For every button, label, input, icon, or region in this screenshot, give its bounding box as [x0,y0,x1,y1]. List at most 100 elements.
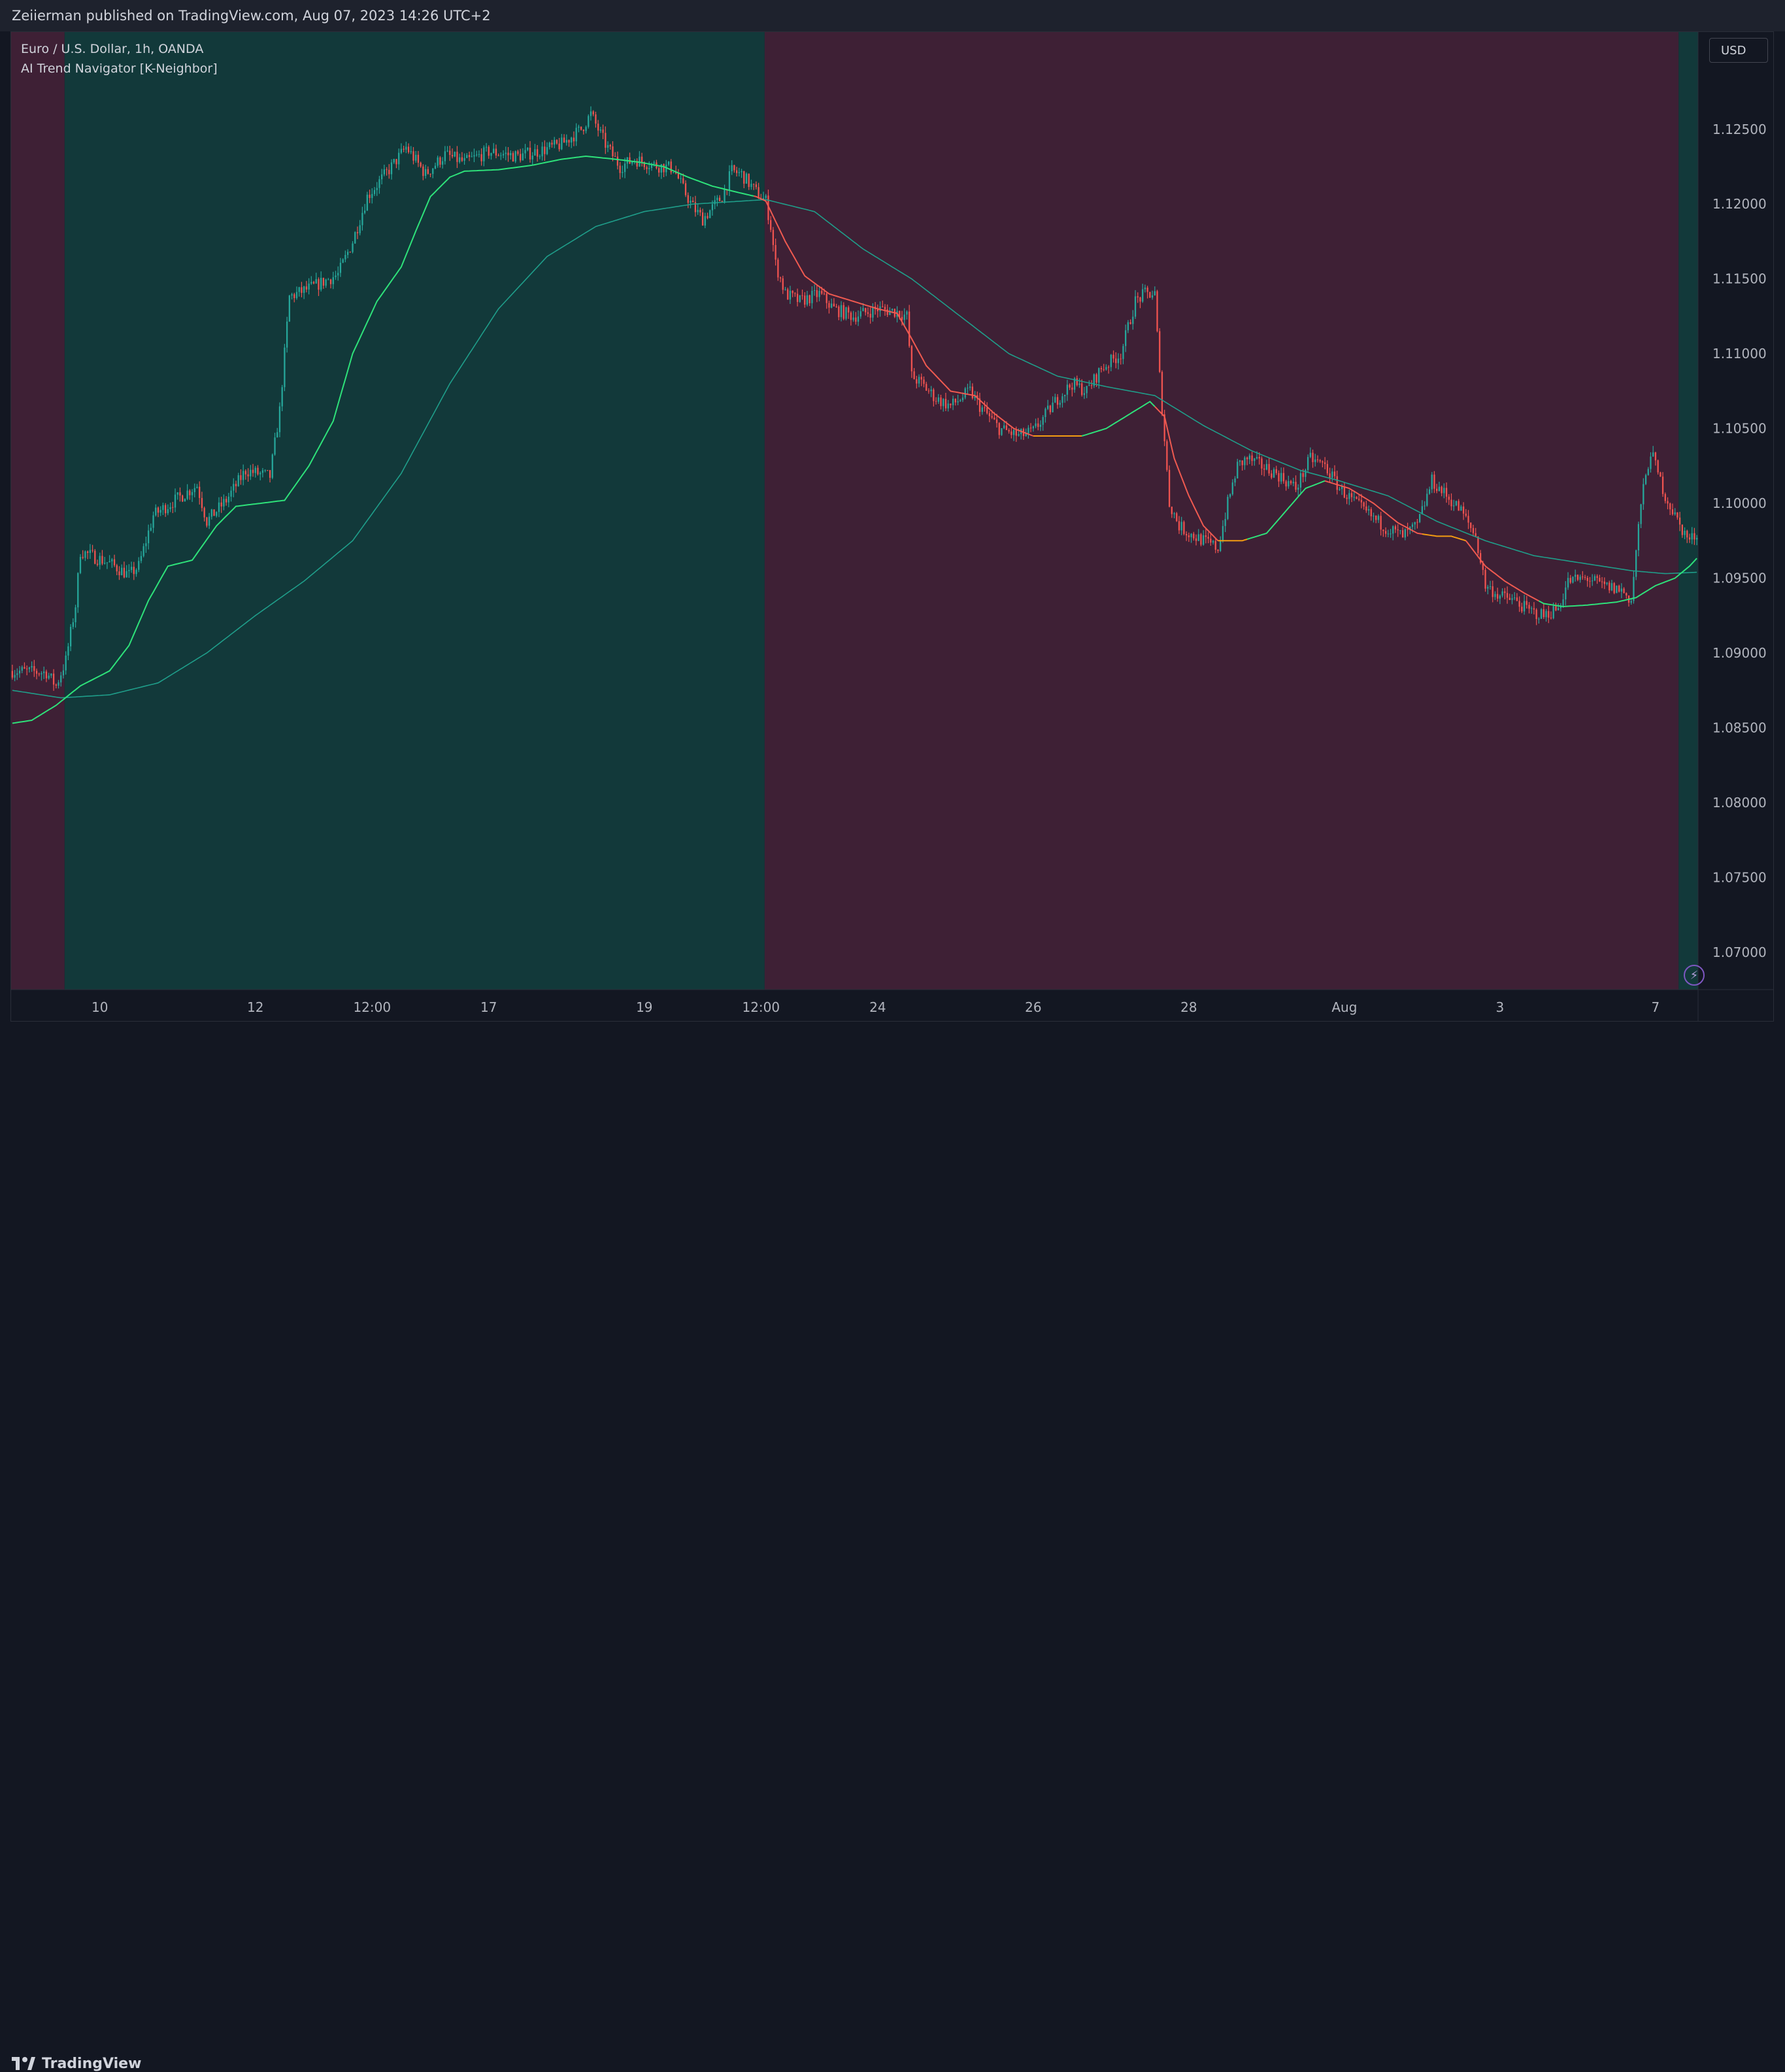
candle-body [978,398,981,412]
candle-body [842,305,844,319]
candle-body [607,145,609,148]
candle-body [1343,486,1346,498]
price-tick-label: 1.07500 [1712,869,1767,885]
tradingview-logo-icon [12,2057,35,2070]
candle-body [223,499,225,507]
candle-body [799,295,801,302]
candle-body [230,490,232,497]
candle-body [125,571,127,578]
candle-body [434,165,437,169]
candle-body [318,279,320,290]
candle-body [441,161,444,165]
candle-body [422,166,424,176]
price-tick-label: 1.08000 [1712,795,1767,810]
candle-body [412,151,414,161]
candle-body [376,188,378,190]
lightning-bolt-icon[interactable]: ⚡ [1684,965,1705,986]
candle-body [308,283,310,290]
candle-body [267,470,269,471]
candle-body [935,401,937,402]
publish-info: Zeiierman published on TradingView.com, … [12,8,491,24]
candle-body [21,667,23,671]
candle-body [636,161,638,167]
candle-body [889,310,891,315]
candle-body [1049,405,1052,412]
candle-body [420,162,422,167]
candle-body [612,146,614,157]
candle-body [903,314,905,320]
candle-body [186,490,188,499]
candle-body [869,314,871,318]
knn-line-bullish [1538,558,1697,608]
time-tick-label: 26 [1025,999,1041,1015]
candle-body [529,147,531,159]
candle-body [1460,506,1462,511]
candle-body [901,316,903,320]
candle-body [1504,591,1506,593]
candle-body [961,397,964,401]
candle-body [1312,452,1314,463]
candle-body [451,155,454,157]
candle-body [711,204,714,210]
candle-body [731,165,733,171]
candle-body [235,484,237,486]
candle-body [369,194,371,198]
candle-body [565,140,567,143]
candle-body [1078,383,1080,386]
candle-body [782,278,784,290]
candle-body [1054,397,1056,403]
currency-button[interactable]: USD [1709,38,1768,63]
candle-body [976,395,978,399]
candle-body [1584,576,1586,578]
price-tick-label: 1.07000 [1712,944,1767,960]
candle-body [247,474,249,476]
candle-body [203,508,205,518]
candle-body [991,416,993,418]
candle-body [339,262,342,273]
candle-body [295,292,298,299]
candle-body [1210,539,1212,543]
indicator-legend[interactable]: AI Trend Navigator [K-Neighbor] [21,61,218,76]
candle-body [534,149,536,156]
candle-body [684,183,687,195]
candle-body [386,169,388,171]
candle-body [1125,330,1127,346]
candle-body [1445,488,1448,497]
candle-body [1370,509,1372,516]
candle-body [45,671,48,678]
candle-body [1397,529,1399,531]
tradingview-logo[interactable]: TradingView [12,2055,141,2072]
candle-body [1159,331,1161,372]
candle-body [1633,576,1635,601]
candle-body [390,162,393,175]
candle-body [578,126,580,128]
candle-body [363,210,366,213]
symbol-legend[interactable]: Euro / U.S. Dollar, 1h, OANDA [21,42,204,56]
candle-body [1241,460,1243,465]
candle-body [1333,471,1336,476]
candle-body [1484,569,1486,589]
price-chart[interactable]: 1.12500 1.12000 1.11500 1.11000 1.10500 1.100… [0,0,1785,1062]
candle-body [964,388,966,398]
candle-body [1470,522,1472,528]
candle-body [1494,593,1496,597]
candle-body [1360,499,1363,503]
candle-body [298,287,300,292]
candle-body [1380,516,1382,530]
candle-body [1443,488,1445,493]
candle-body [28,667,31,669]
candle-body [1650,456,1652,469]
candle-body [1441,486,1443,493]
candle-body [1154,291,1156,295]
candle-body [1458,501,1460,511]
candle-body [687,195,689,203]
candle-body [762,197,765,200]
candle-body [478,154,480,155]
trend-average-line [12,199,1697,699]
candle-body [459,157,461,162]
candle-body [278,406,281,433]
candle-body [1367,509,1370,511]
candle-body [954,398,956,403]
candle-body [1511,598,1513,600]
candle-body [140,556,142,561]
